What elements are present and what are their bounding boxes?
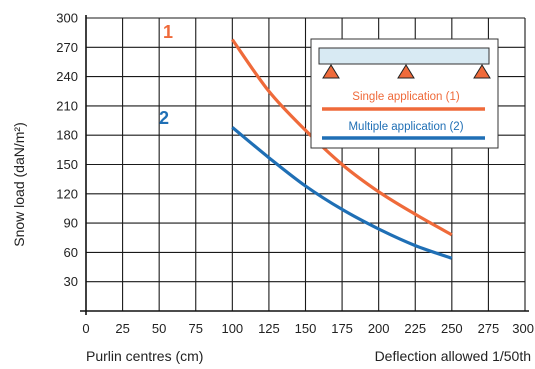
beam-diagram [318,47,491,79]
grid [86,17,526,311]
x-tick-label: 25 [115,321,129,336]
y-tick-label: 240 [56,69,78,84]
x-tick-label: 175 [331,321,353,336]
deflection-note: Deflection allowed 1/50th [375,348,531,364]
x-axis-title: Purlin centres (cm) [86,348,203,364]
y-tick-label: 150 [56,157,78,172]
series-line-single [230,38,453,237]
x-tick-label: 200 [368,321,390,336]
y-tick-label: 180 [56,128,78,143]
y-axis-title: Snow load (daN/m²) [11,122,27,247]
y-tick-label: 120 [56,186,78,201]
axes [80,15,529,315]
x-tick-label: 100 [221,321,243,336]
y-tick-label: 90 [64,216,78,231]
y-tick-labels: 30 60 90 120 150 180 210 240 270 300 [56,11,78,290]
beam-icon [318,47,490,65]
x-tick-label: 125 [258,321,280,336]
curve-label-2: 2 [159,108,169,128]
legend-label-multiple: Multiple application (2) [348,121,463,133]
series-lines [230,38,453,260]
curve-label-1: 1 [163,22,173,42]
legend-label-single: Single application (1) [352,91,460,103]
x-tick-label: 225 [404,321,426,336]
x-tick-label: 50 [152,321,166,336]
y-tick-label: 270 [56,40,78,55]
support-icon-right [473,64,491,79]
y-tick-label: 210 [56,98,78,113]
series-line-multiple [231,126,453,260]
support-icon-middle [397,64,415,79]
x-tick-label: 0 [82,321,89,336]
y-tick-label: 30 [64,274,78,289]
curve-labels: 12 [159,22,173,128]
y-tick-label: 60 [64,245,78,260]
x-tick-label: 150 [295,321,317,336]
x-tick-label: 250 [441,321,463,336]
x-tick-label: 300 [512,321,534,336]
x-tick-label: 75 [189,321,203,336]
support-icon-left [322,64,340,79]
legend: Single application (1) Multiple applicat… [310,38,499,149]
x-tick-label: 275 [478,321,500,336]
x-tick-labels: 0 25 50 75 100 125 150 175 200 225 250 275 300 [82,321,534,336]
y-tick-label: 300 [56,11,78,26]
